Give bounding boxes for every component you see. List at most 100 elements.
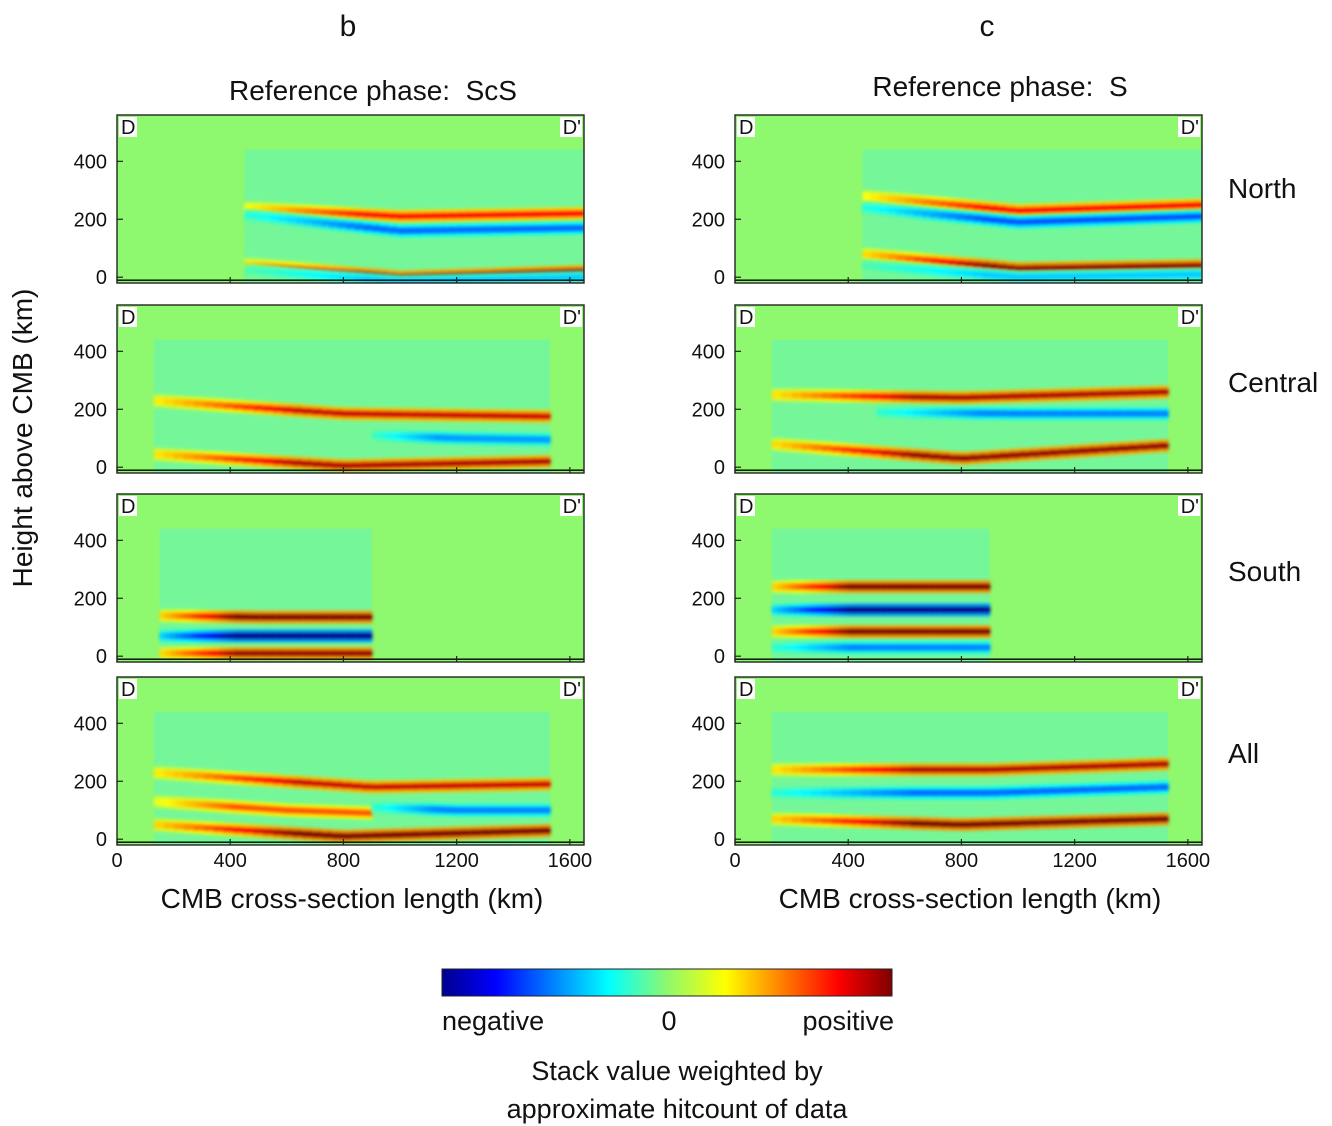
- band-negative-3: [771, 641, 991, 654]
- band-segment: [821, 817, 832, 825]
- band-segment: [791, 816, 803, 824]
- band-segment: [510, 412, 521, 420]
- band-segment: [509, 435, 515, 443]
- corner-label-box: [1178, 117, 1200, 137]
- corner-label-box: [560, 117, 582, 137]
- band-segment: [276, 649, 283, 657]
- band-segment: [908, 628, 915, 636]
- band-segment: [880, 628, 887, 636]
- band-segment: [228, 632, 235, 640]
- band-segment: [212, 649, 219, 657]
- band-segment: [951, 583, 958, 591]
- band-segment: [821, 444, 832, 452]
- band-segment: [960, 454, 971, 462]
- band-segment: [913, 583, 920, 591]
- region-label-all: All: [1228, 738, 1259, 769]
- column-letter-b: b: [340, 10, 357, 43]
- band-negative-1: [371, 429, 551, 447]
- band-segment: [490, 781, 502, 789]
- band-segment: [964, 260, 974, 268]
- band-segment: [1040, 206, 1050, 214]
- band-segment: [286, 206, 296, 214]
- band-segment: [870, 205, 880, 213]
- band-segment: [213, 825, 224, 833]
- band-segment: [1019, 451, 1030, 459]
- band-segment: [1009, 788, 1021, 796]
- band-segment: [308, 649, 314, 657]
- band-segment: [880, 393, 892, 401]
- band-segment: [782, 583, 789, 591]
- band-segment: [355, 649, 362, 657]
- band-segment: [815, 628, 822, 636]
- band-segment: [886, 583, 893, 591]
- band-segment: [470, 411, 482, 419]
- band-segment: [1117, 263, 1127, 271]
- band-segment: [1158, 760, 1169, 768]
- band-segment: [439, 226, 449, 234]
- band-segment: [460, 411, 472, 419]
- band-segment: [1138, 410, 1147, 418]
- band-segment: [265, 613, 272, 621]
- band-segment: [499, 275, 509, 283]
- band-segment: [1057, 264, 1067, 272]
- band-segment: [887, 253, 897, 261]
- band-segment: [233, 649, 240, 657]
- band-segment: [295, 217, 305, 225]
- band-segment: [848, 583, 855, 591]
- band-segment: [809, 628, 816, 636]
- band-segment: [441, 460, 452, 468]
- band-segment: [1108, 272, 1118, 280]
- band-negative-1: [159, 629, 373, 643]
- band-segment: [260, 632, 267, 640]
- band-segment: [460, 806, 466, 814]
- band-segment: [401, 410, 412, 419]
- band-segment: [303, 271, 313, 279]
- band-segment: [927, 409, 936, 417]
- corner-label-box: [737, 679, 755, 699]
- band-negative-1: [771, 603, 991, 617]
- band-segment: [1073, 410, 1082, 418]
- band-segment: [1009, 765, 1021, 773]
- band-segment: [431, 782, 442, 790]
- band-segment: [930, 766, 941, 774]
- band-segment: [924, 583, 931, 591]
- band-segment: [312, 271, 322, 279]
- band-segment: [1029, 410, 1038, 418]
- band-segment: [153, 798, 160, 806]
- colorbar-negative-label: negative: [442, 1006, 544, 1036]
- band-segment: [292, 649, 299, 657]
- band-segment: [366, 613, 373, 621]
- band-segment: [500, 781, 512, 789]
- band-segment: [405, 212, 415, 220]
- panel-data-layer: [771, 711, 1169, 845]
- band-segment: [777, 606, 784, 614]
- band-segment: [282, 406, 294, 414]
- band-segment: [350, 632, 357, 640]
- band-segment: [230, 803, 237, 811]
- band-segment: [240, 803, 248, 811]
- band-segment: [1058, 410, 1067, 418]
- band-segment: [804, 644, 811, 652]
- band-segment: [278, 206, 288, 214]
- band-segment: [159, 649, 166, 657]
- y-tick-label: 0: [714, 646, 725, 668]
- band-segment: [233, 402, 244, 410]
- band-segment: [191, 800, 198, 808]
- band-segment: [173, 770, 185, 778]
- band-segment: [252, 827, 264, 835]
- band-segment: [429, 805, 435, 813]
- band-segment: [1088, 785, 1100, 793]
- band-segment: [323, 613, 330, 621]
- band-segment: [1128, 761, 1139, 769]
- region-label-central: Central: [1228, 367, 1318, 398]
- band-segment: [1088, 762, 1100, 770]
- band-segment: [530, 827, 541, 835]
- band-segment: [272, 777, 284, 785]
- corner-label-d: D: [739, 117, 753, 139]
- band-segment: [262, 404, 274, 412]
- y-tick-label: 200: [74, 209, 107, 231]
- band-segment: [302, 830, 313, 838]
- band-segment: [951, 628, 958, 636]
- band-segment: [441, 411, 452, 419]
- band-segment: [164, 612, 171, 620]
